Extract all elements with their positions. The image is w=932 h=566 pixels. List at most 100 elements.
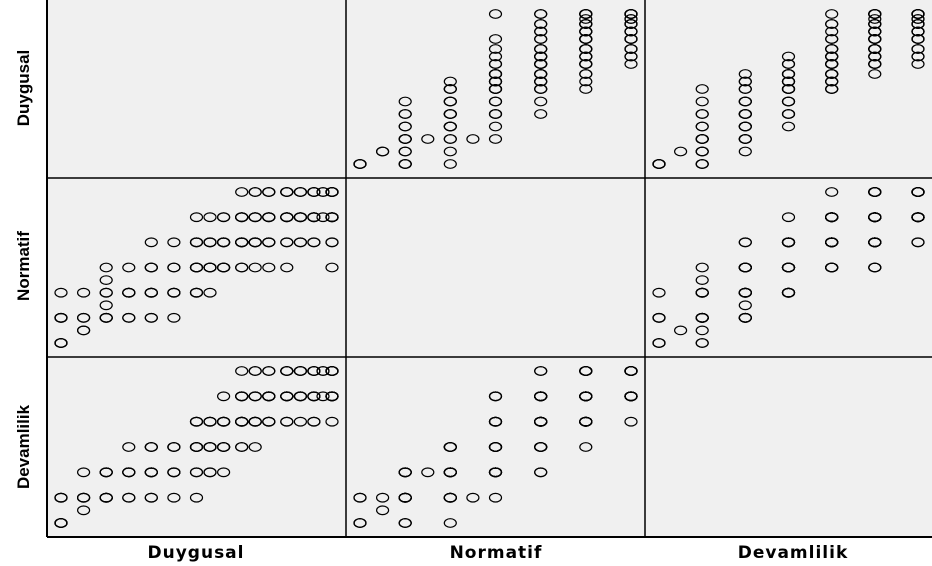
point xyxy=(443,76,457,87)
point xyxy=(353,159,367,169)
point xyxy=(189,492,204,503)
point xyxy=(825,44,839,54)
point xyxy=(353,492,367,503)
point xyxy=(579,51,593,62)
point xyxy=(652,287,666,298)
point xyxy=(488,121,503,132)
point xyxy=(262,391,276,402)
point xyxy=(248,212,262,223)
point xyxy=(825,84,839,94)
point xyxy=(280,237,294,248)
point xyxy=(398,146,412,157)
panel-Normatif-Normatif xyxy=(346,178,645,357)
panel-Normatif-Duygusal xyxy=(47,178,346,357)
x-label-normatif: Normatif xyxy=(450,543,543,563)
point xyxy=(911,44,925,54)
point xyxy=(488,109,503,119)
point xyxy=(443,134,457,144)
point xyxy=(488,134,503,144)
point xyxy=(825,9,839,19)
point xyxy=(235,366,249,376)
point xyxy=(868,9,882,19)
point xyxy=(534,26,548,37)
point xyxy=(738,134,752,144)
point xyxy=(695,96,709,107)
point xyxy=(738,84,752,94)
point xyxy=(293,237,307,248)
point xyxy=(579,366,593,376)
point xyxy=(144,442,158,452)
point xyxy=(781,109,796,119)
point xyxy=(534,391,548,402)
point xyxy=(189,467,204,478)
point xyxy=(738,300,752,311)
point xyxy=(217,442,231,452)
point xyxy=(579,84,593,94)
point xyxy=(695,134,709,144)
point xyxy=(398,134,412,144)
point xyxy=(738,287,752,298)
point xyxy=(203,442,217,452)
point xyxy=(235,187,249,197)
point xyxy=(421,134,435,144)
point xyxy=(248,366,262,376)
point xyxy=(167,262,181,273)
point xyxy=(579,76,593,87)
point xyxy=(76,287,91,298)
point xyxy=(76,492,91,503)
point xyxy=(488,44,503,54)
point xyxy=(466,492,480,503)
point xyxy=(579,442,593,452)
point xyxy=(624,14,638,24)
point xyxy=(579,19,593,29)
point xyxy=(443,518,457,528)
point xyxy=(99,275,113,286)
point xyxy=(293,212,307,223)
point xyxy=(443,84,457,94)
point xyxy=(235,442,249,452)
point xyxy=(217,237,231,248)
point xyxy=(825,19,839,29)
point xyxy=(488,51,503,62)
point xyxy=(307,187,321,197)
panel-Duygusal-Devamlilik xyxy=(645,0,932,178)
point xyxy=(203,262,217,273)
point xyxy=(189,237,204,248)
point xyxy=(189,442,204,452)
point xyxy=(325,212,339,223)
point xyxy=(911,237,925,248)
point xyxy=(54,338,68,348)
point xyxy=(911,9,925,19)
point xyxy=(868,51,882,62)
point xyxy=(695,262,709,273)
point xyxy=(781,69,796,79)
point xyxy=(248,187,262,197)
point xyxy=(579,391,593,402)
panel-Normatif-Devamlilik xyxy=(645,178,932,357)
matrix-panels xyxy=(47,0,932,537)
point xyxy=(421,467,435,478)
point xyxy=(911,59,925,69)
point xyxy=(534,84,548,94)
point xyxy=(167,492,181,503)
point xyxy=(652,338,666,348)
point xyxy=(280,187,294,197)
point xyxy=(911,26,925,37)
point xyxy=(325,237,339,248)
point xyxy=(652,312,666,323)
point xyxy=(217,262,231,273)
point xyxy=(398,159,412,169)
point xyxy=(673,325,688,336)
point xyxy=(825,237,839,248)
point xyxy=(534,109,548,119)
point xyxy=(280,366,294,376)
point xyxy=(443,442,457,452)
point xyxy=(695,159,709,169)
y-label-devamlilik: Devamlilik xyxy=(14,404,33,489)
point xyxy=(868,44,882,54)
point xyxy=(825,59,839,69)
point xyxy=(738,237,752,248)
point xyxy=(280,212,294,223)
point xyxy=(579,44,593,54)
point xyxy=(911,212,925,223)
